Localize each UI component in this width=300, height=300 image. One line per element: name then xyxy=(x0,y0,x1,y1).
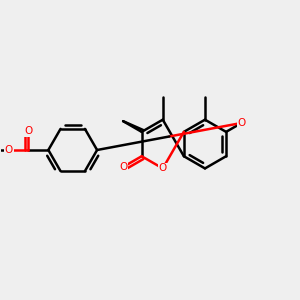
Text: O: O xyxy=(24,126,32,136)
Text: O: O xyxy=(5,145,13,155)
Text: O: O xyxy=(119,162,127,172)
Text: O: O xyxy=(159,164,167,173)
Text: O: O xyxy=(237,118,246,128)
